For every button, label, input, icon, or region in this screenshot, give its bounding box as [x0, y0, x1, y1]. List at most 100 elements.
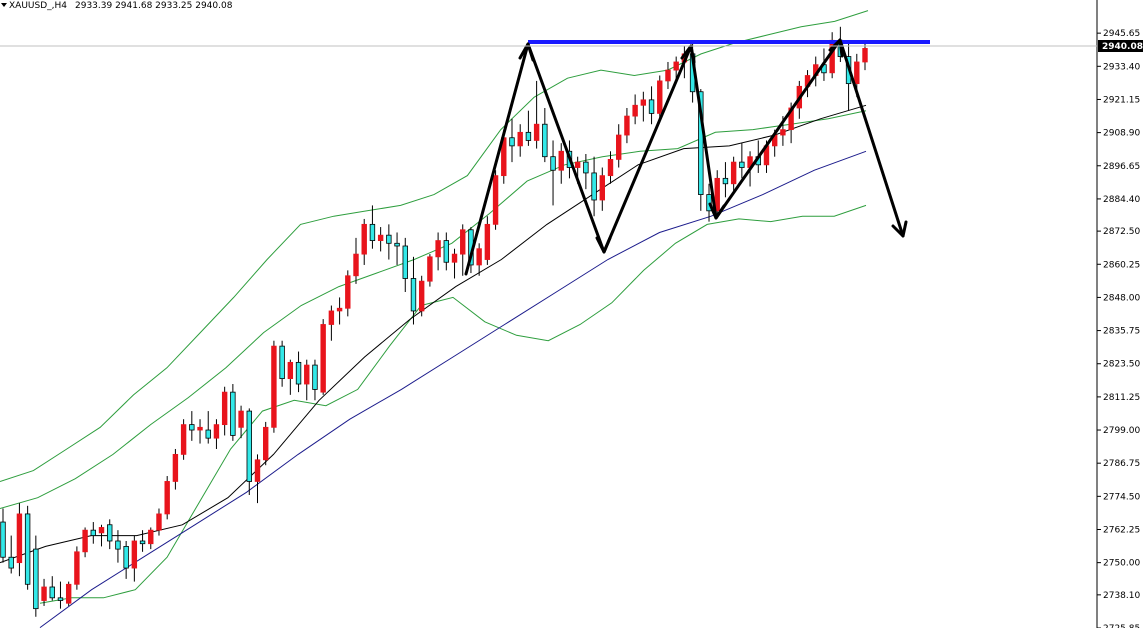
candle — [279, 340, 285, 387]
candle-body — [49, 586, 55, 599]
candle — [0, 508, 6, 563]
candle-body — [418, 280, 425, 312]
candle — [402, 237, 408, 293]
candle-body — [632, 104, 638, 117]
candle — [156, 508, 162, 536]
arrowhead-trough-2 — [708, 202, 726, 220]
candle-body — [451, 253, 458, 263]
indicator-layer — [0, 10, 869, 628]
candle — [336, 297, 343, 325]
candle — [287, 359, 294, 395]
candle — [33, 535, 39, 617]
candle-body — [197, 426, 203, 431]
candle-body — [263, 426, 269, 461]
candle — [90, 522, 97, 544]
current-price-tag: 2940.08 — [0, 40, 1143, 52]
bollinger-upper-line — [0, 10, 869, 482]
candle — [377, 227, 384, 252]
candle-body — [657, 80, 663, 114]
candle-body — [361, 223, 367, 255]
price-tick-label: 2835.75 — [1103, 327, 1140, 337]
candle-body — [320, 324, 326, 393]
candle-body — [476, 248, 482, 266]
candle — [328, 305, 335, 341]
candle — [533, 80, 540, 149]
price-tick-label: 2872.50 — [1103, 227, 1140, 237]
candle — [353, 237, 359, 284]
candle-body — [336, 307, 343, 312]
candle — [263, 421, 269, 466]
candle — [189, 411, 195, 441]
candle — [82, 527, 88, 558]
candle — [197, 419, 203, 444]
candle — [180, 419, 187, 460]
candle — [632, 94, 638, 125]
candle-body — [164, 481, 170, 515]
candle-body — [304, 364, 310, 385]
candle — [386, 224, 392, 260]
candle-body — [41, 586, 47, 601]
candle-body — [271, 345, 277, 428]
candle-body — [148, 529, 154, 545]
candle-body — [172, 453, 179, 482]
candle — [172, 448, 179, 490]
candle-body — [189, 424, 195, 431]
candle — [624, 107, 630, 144]
candle-body — [599, 175, 605, 201]
bollinger-lower-line — [39, 204, 867, 604]
header-info: XAUUSD_,H4 2933.39 2941.68 2933.25 2940.… — [1, 1, 233, 11]
candle-body — [722, 177, 729, 185]
candle-body — [460, 229, 466, 255]
candle-body — [616, 134, 622, 160]
candle — [476, 243, 482, 276]
candle — [148, 527, 154, 550]
candle — [65, 581, 72, 606]
candle — [706, 183, 712, 222]
candle — [862, 43, 868, 71]
candle — [435, 232, 441, 271]
candle — [164, 476, 170, 520]
candle — [673, 56, 679, 81]
price-tick-label: 2933.40 — [1103, 62, 1140, 72]
candle-body — [74, 551, 80, 585]
candle — [525, 110, 532, 146]
candle — [41, 578, 47, 606]
price-tick-label: 2811.25 — [1103, 393, 1140, 403]
price-tick-label: 2762.25 — [1103, 525, 1140, 535]
candle-body — [484, 223, 491, 260]
candle-body — [780, 129, 786, 136]
candle — [213, 419, 220, 449]
arrowhead-peak-3 — [828, 38, 844, 58]
candle — [418, 275, 425, 317]
price-tick-label: 2738.10 — [1103, 591, 1140, 601]
candle — [304, 359, 310, 401]
candle-body — [854, 61, 860, 85]
symbol-dropdown-icon[interactable] — [1, 3, 7, 7]
candle — [312, 359, 318, 401]
candle — [657, 75, 663, 122]
candle — [8, 535, 14, 574]
ohlc-label: 2933.39 2941.68 2933.25 2940.08 — [75, 1, 233, 11]
candle — [57, 581, 64, 609]
candle-body — [410, 278, 417, 312]
candle-body — [640, 99, 647, 106]
candle — [246, 408, 252, 495]
candle — [98, 524, 105, 547]
candle — [665, 61, 671, 90]
candle — [410, 256, 417, 325]
current-price-box — [1098, 40, 1143, 52]
candle-body — [624, 115, 630, 136]
candle-body — [65, 583, 72, 604]
candle-body — [862, 48, 868, 63]
candle — [714, 170, 720, 217]
candle — [591, 156, 597, 217]
price-tick-label: 2786.75 — [1103, 459, 1140, 469]
candle-body — [730, 161, 737, 185]
arrowhead-trough-1 — [595, 236, 612, 254]
candle-body — [533, 123, 540, 141]
candle — [369, 205, 376, 249]
candle — [517, 124, 523, 157]
candle — [451, 248, 458, 279]
